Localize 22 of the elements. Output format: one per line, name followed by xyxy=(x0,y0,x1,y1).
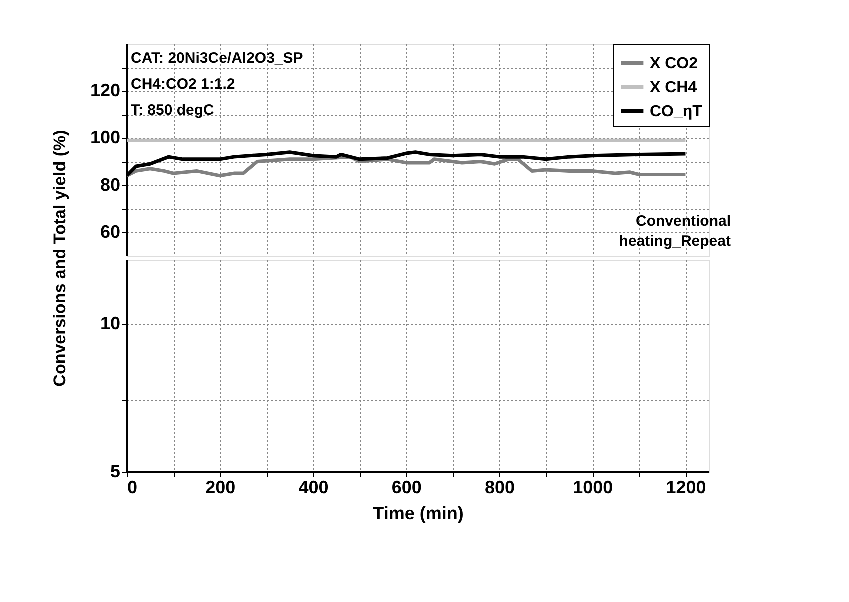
y-tick-label: 10 xyxy=(100,314,120,334)
y-tick-label: 120 xyxy=(90,80,120,101)
x-tick-label: 200 xyxy=(206,478,236,498)
x-tick-label: 0 xyxy=(128,478,138,498)
y-tick-label: 60 xyxy=(100,222,120,242)
y-tick-label: 80 xyxy=(100,174,120,195)
x-tick-label: 600 xyxy=(392,478,422,498)
legend-label: X CO2 xyxy=(650,56,698,72)
y-tick-label: 100 xyxy=(90,128,120,148)
x-tick-label: 800 xyxy=(484,478,516,498)
y-axis-title: Conversions and Total yield (%) xyxy=(50,130,70,387)
x-tick-label: 1000 xyxy=(573,478,614,498)
annotation: Conventional heating_Repeat xyxy=(619,213,731,250)
x-tick-label: 1200 xyxy=(666,478,706,498)
annotation: CAT: 20Ni3Ce/Al2O3_SP xyxy=(131,50,304,67)
annotation: T: 850 degC xyxy=(131,102,215,119)
x-axis-title: Time (min) xyxy=(373,504,464,524)
legend-label: CO_ηT xyxy=(650,104,703,120)
x-tick-label: 400 xyxy=(298,478,329,498)
annotation: CH4:CO2 1:1.2 xyxy=(131,76,236,93)
y-tick-label: 5 xyxy=(110,462,120,482)
legend-label: X CH4 xyxy=(650,80,698,96)
